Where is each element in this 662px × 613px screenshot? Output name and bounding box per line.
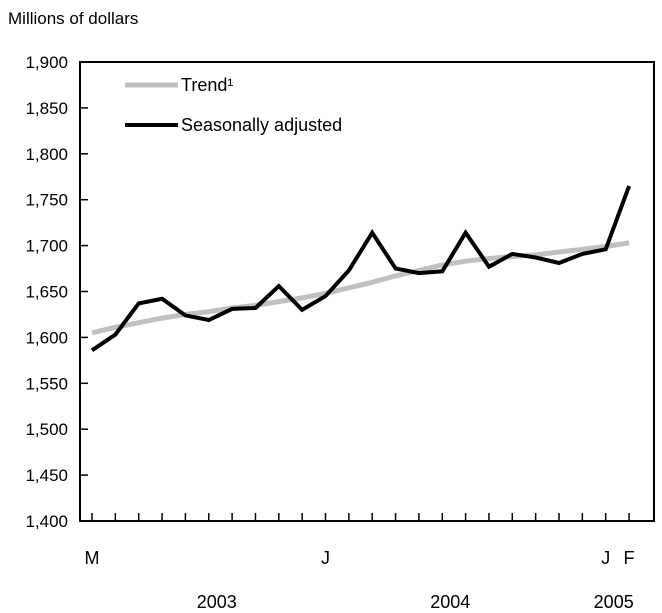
y-tick-label: 1,750 bbox=[25, 191, 68, 210]
y-tick-label: 1,650 bbox=[25, 283, 68, 302]
y-tick-label: 1,550 bbox=[25, 374, 68, 393]
y-tick-label: 1,800 bbox=[25, 145, 68, 164]
y-tick-label: 1,450 bbox=[25, 466, 68, 485]
x-year-label: 2004 bbox=[430, 592, 470, 612]
x-year-label: 2005 bbox=[594, 592, 634, 612]
y-tick-label: 1,400 bbox=[25, 512, 68, 531]
series-line-seasonally-adjusted bbox=[90, 185, 631, 352]
series-line-trend bbox=[91, 240, 630, 336]
y-axis: 1,400 1,450 1,500 1,550 1,600 1,650 1,700 1,750… bbox=[25, 53, 88, 531]
legend-label: Seasonally adjusted bbox=[181, 115, 342, 135]
y-tick-label: 1,850 bbox=[25, 99, 68, 118]
x-month-label: J bbox=[601, 548, 610, 568]
legend: Trend¹ Seasonally adjusted bbox=[125, 75, 342, 135]
x-month-label: F bbox=[624, 548, 635, 568]
y-tick-label: 1,500 bbox=[25, 420, 68, 439]
y-tick-label: 1,700 bbox=[25, 237, 68, 256]
y-axis-title: Millions of dollars bbox=[8, 9, 138, 28]
y-tick-label: 1,900 bbox=[25, 53, 68, 72]
x-month-label: M bbox=[85, 548, 100, 568]
x-year-label: 2003 bbox=[197, 592, 237, 612]
plot-frame bbox=[79, 61, 655, 522]
y-tick-label: 1,600 bbox=[25, 328, 68, 347]
legend-label: Trend¹ bbox=[181, 75, 233, 95]
series-lines bbox=[90, 185, 631, 352]
x-month-label: J bbox=[321, 548, 330, 568]
